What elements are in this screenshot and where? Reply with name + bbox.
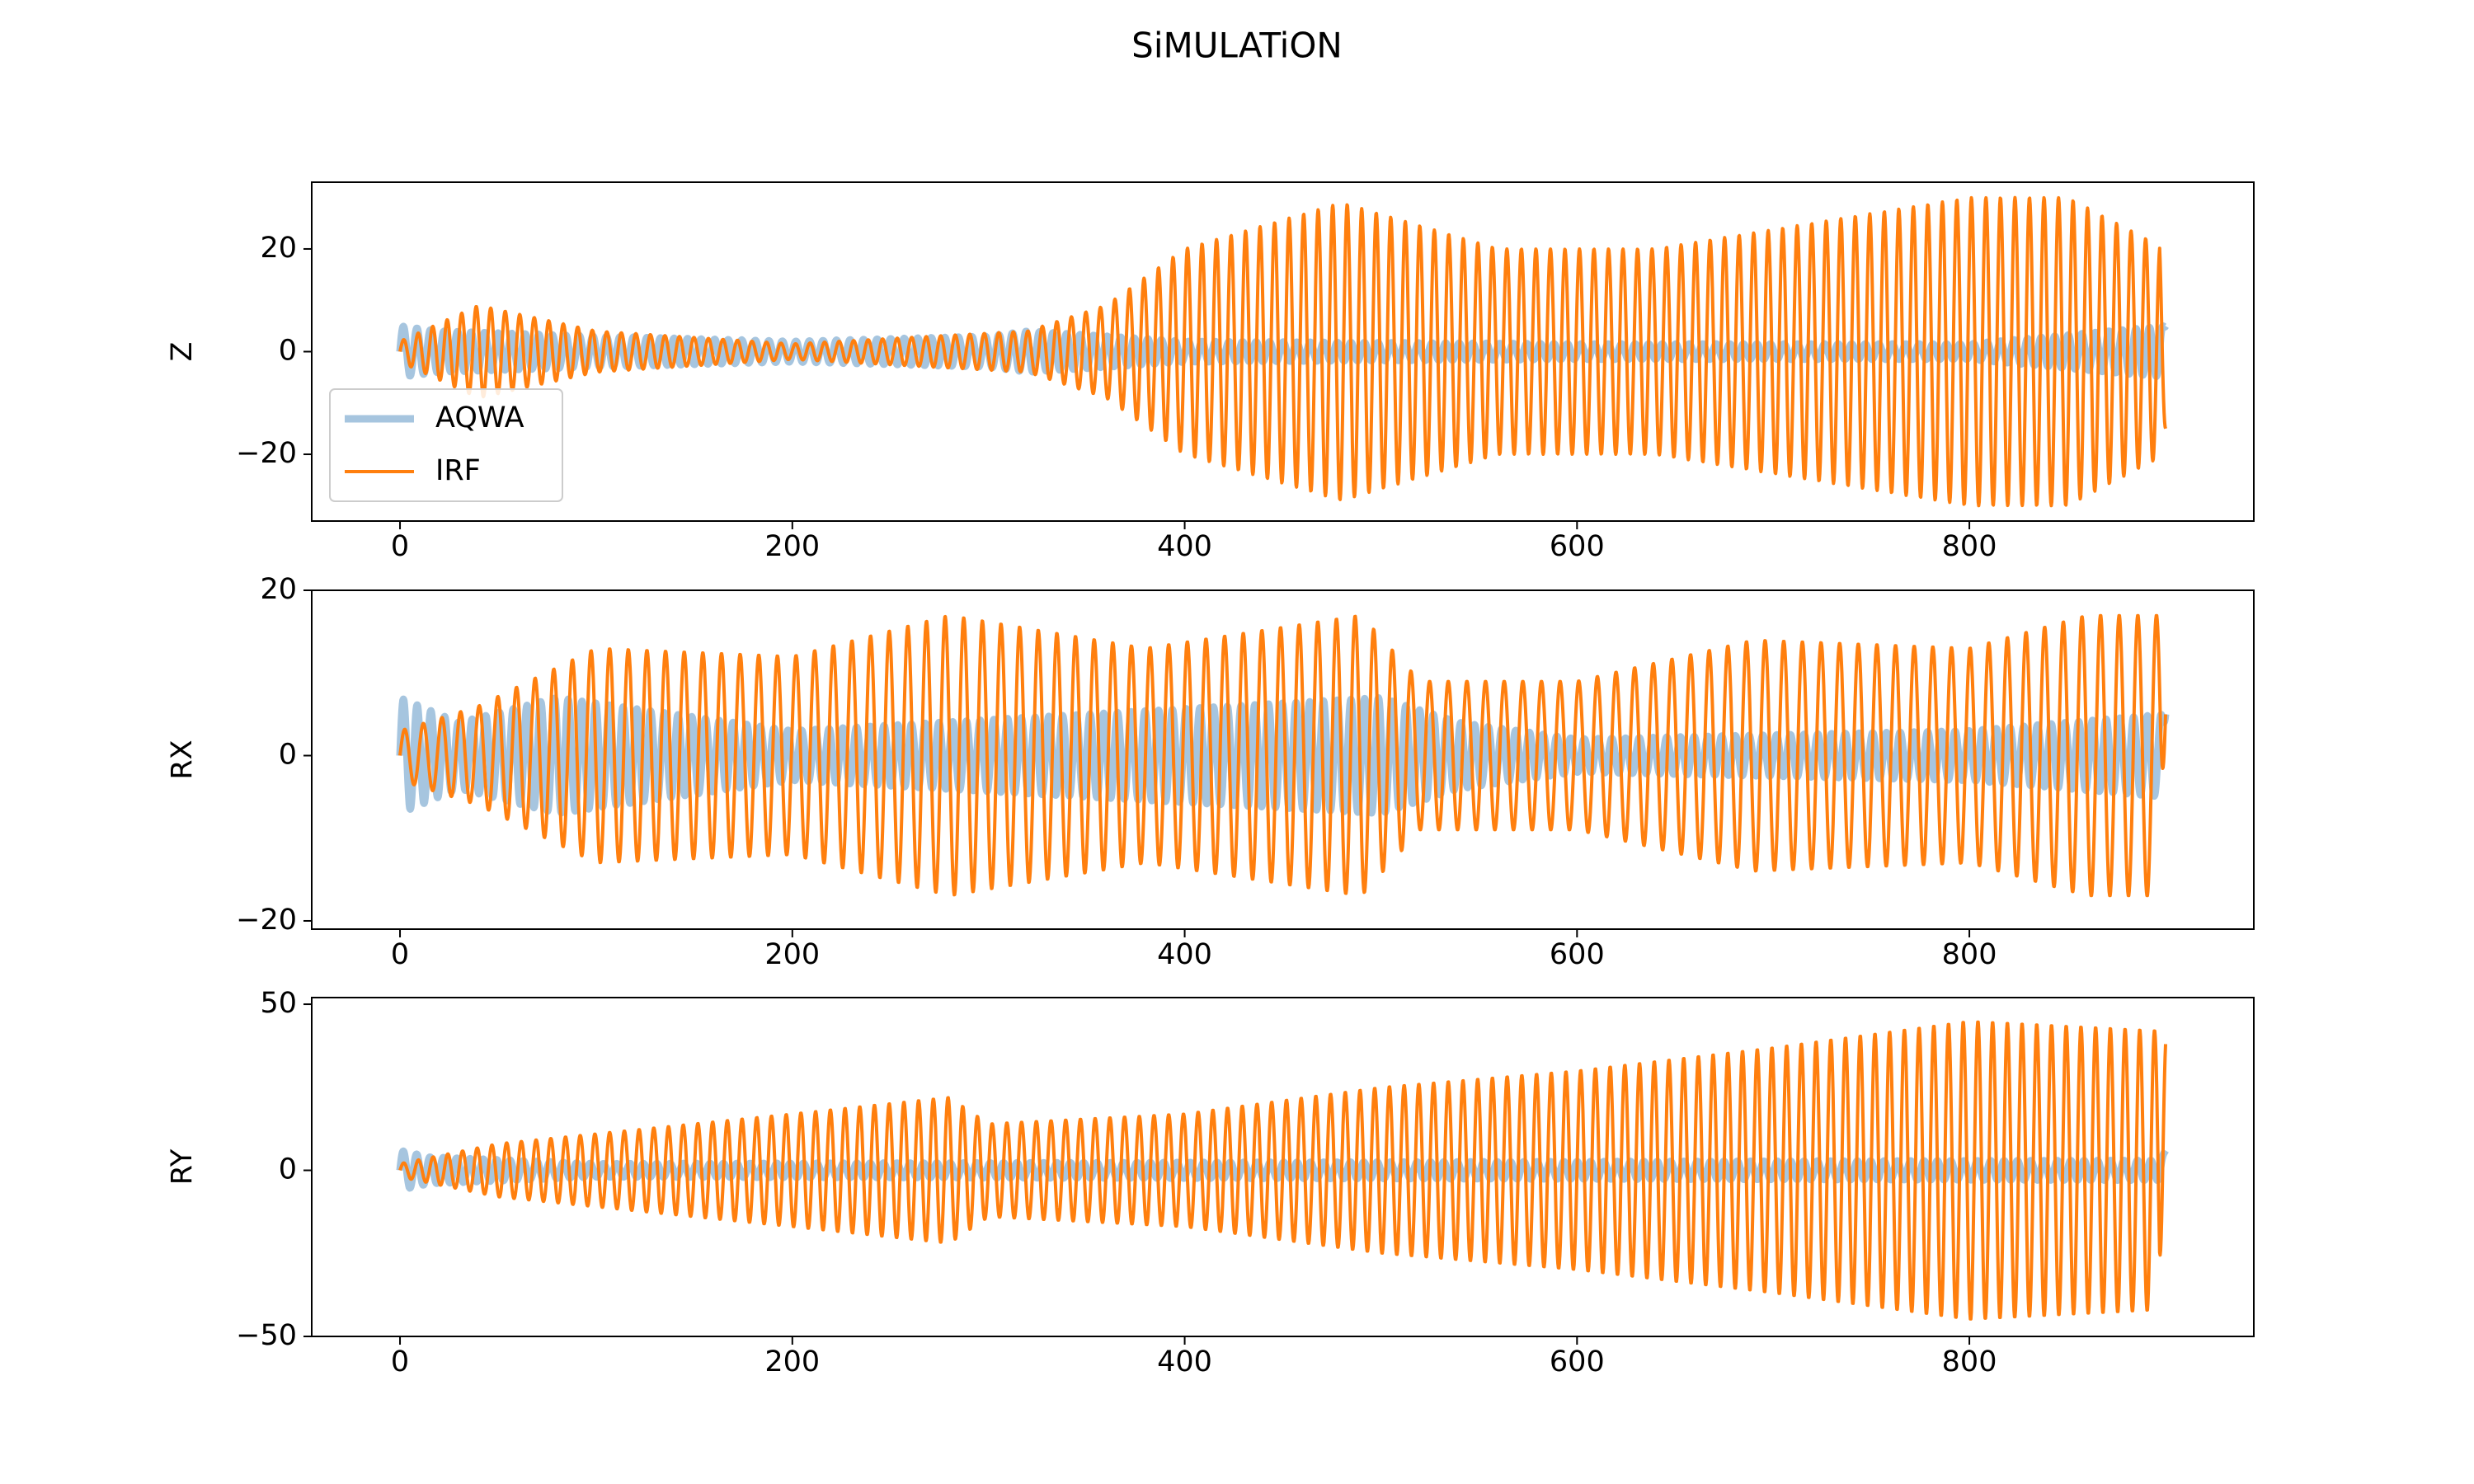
y-tick-label: 20 — [260, 232, 297, 265]
x-tick-label: 400 — [1157, 938, 1212, 971]
x-tick-label: 200 — [764, 938, 820, 971]
x-tick-label: 400 — [1157, 530, 1212, 563]
y-tick-label: 0 — [279, 1153, 297, 1186]
series-line-irf-z — [398, 195, 2167, 508]
legend: AQWA IRF — [329, 388, 563, 502]
subplot-rx: 0 200 400 600 800 −20 0 20 RX — [166, 573, 2255, 971]
y-axis-label: Z — [166, 342, 199, 362]
x-tick-label: 800 — [1942, 1345, 1997, 1378]
y-tick-label: 0 — [279, 738, 297, 771]
y-tick-label: 50 — [260, 987, 297, 1020]
y-tick-label: −20 — [236, 437, 297, 470]
x-tick-label: 600 — [1550, 938, 1605, 971]
x-tick-label: 800 — [1942, 938, 1997, 971]
x-tick-label: 200 — [764, 530, 820, 563]
y-tick-label: −50 — [236, 1319, 297, 1352]
y-tick-label: −20 — [236, 904, 297, 937]
subplot-ry: 0 200 400 600 800 −50 0 50 RY — [166, 987, 2255, 1378]
subplot-z: 0 200 400 600 800 −20 0 20 Z AQWA IRF — [166, 181, 2255, 563]
x-tick-label: 0 — [391, 1345, 409, 1378]
x-tick-label: 800 — [1942, 530, 1997, 563]
y-axis-label: RY — [166, 1148, 199, 1185]
figure-title: SiMULATiON — [1131, 26, 1343, 66]
y-tick-label: 0 — [279, 335, 297, 368]
series-line-aqwa-z — [396, 322, 2169, 381]
y-tick-label: 20 — [260, 573, 297, 606]
y-axis-label: RX — [166, 740, 199, 779]
series-line-irf-rx — [398, 613, 2167, 898]
x-tick-label: 600 — [1550, 1345, 1605, 1378]
series-line-irf-ry — [398, 1020, 2167, 1321]
legend-label-irf: IRF — [435, 454, 481, 487]
axes-frame — [311, 589, 2255, 930]
legend-label-aqwa: AQWA — [435, 402, 524, 434]
x-tick-label: 0 — [391, 938, 409, 971]
x-tick-label: 400 — [1157, 1345, 1212, 1378]
x-tick-label: 200 — [764, 1345, 820, 1378]
axes-frame — [311, 997, 2255, 1337]
x-tick-label: 0 — [391, 530, 409, 563]
x-tick-label: 600 — [1550, 530, 1605, 563]
